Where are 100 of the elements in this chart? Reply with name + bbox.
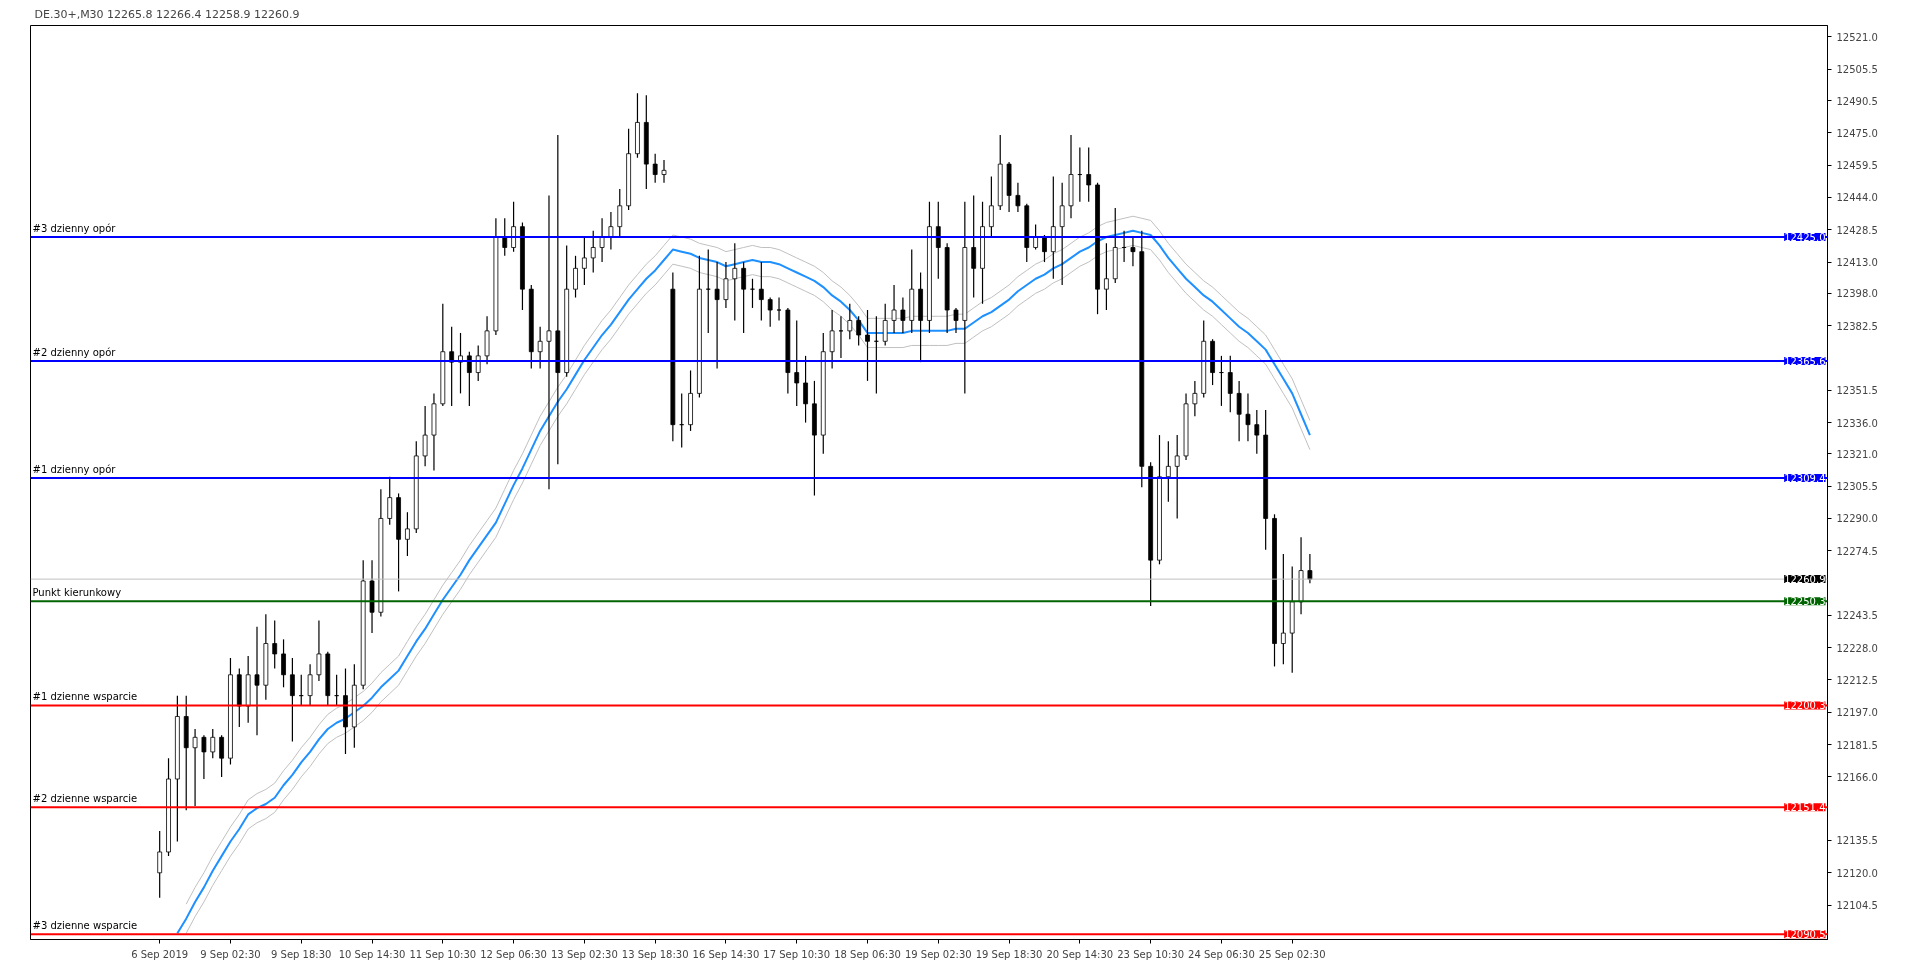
annotation: 12250.3: [1784, 596, 1826, 608]
candlestick: [1130, 236, 1136, 267]
candlestick: [1165, 440, 1171, 503]
x-tick-label: 17 Sep 10:30: [763, 948, 831, 960]
x-tick-label: 9 Sep 02:30: [200, 948, 261, 960]
candlestick: [281, 638, 286, 688]
candlestick: [803, 355, 808, 424]
candlestick: [847, 303, 853, 340]
y-tick-label: 12290.0: [1836, 513, 1878, 525]
y-tick-label: 12104.5: [1836, 900, 1878, 912]
candlestick: [272, 619, 278, 670]
candlestick: [882, 303, 888, 347]
candlestick: [573, 255, 578, 299]
y-tick-label: 12321.0: [1836, 448, 1878, 460]
candlestick: [458, 332, 463, 394]
annotation: 12309.4: [1784, 473, 1826, 485]
candlestick: [405, 511, 410, 557]
y-tick-label: 12336.0: [1836, 417, 1878, 429]
x-tick-label: 19 Sep 02:30: [904, 948, 972, 960]
ref-line-label: #3 dzienne wsparcie: [32, 920, 138, 932]
candlestick: [590, 230, 596, 274]
candlestick: [307, 663, 313, 707]
candlestick: [891, 284, 897, 334]
y-tick-label: 12382.5: [1836, 320, 1878, 332]
candlestick: [475, 344, 481, 382]
candlestick: [661, 159, 667, 184]
y-tick-label: 12413.0: [1836, 257, 1878, 269]
y-tick-label: 12120.0: [1836, 867, 1878, 879]
candlestick: [1192, 380, 1198, 417]
y-tick-label: 12351.5: [1836, 385, 1878, 397]
y-tick-label: 12521.0: [1836, 31, 1878, 43]
candlestick: [758, 261, 764, 322]
candlestick: [953, 307, 959, 334]
candlestick: [856, 315, 862, 347]
y-tick-label: 12228.0: [1836, 642, 1878, 654]
annotation: 12425.0: [1784, 232, 1826, 244]
ref-line-label: #1 dzienne wsparcie: [32, 691, 138, 703]
y-tick-label: 12459.5: [1836, 160, 1878, 172]
y-tick-label: 12274.5: [1836, 545, 1878, 557]
y-tick-label: 12475.0: [1836, 127, 1878, 139]
candlestick: [502, 217, 508, 257]
y-tick-label: 12197.0: [1836, 707, 1878, 719]
x-tick-label: 24 Sep 06:30: [1188, 948, 1255, 960]
annotation: 12090.5: [1784, 929, 1826, 941]
candlestick: [988, 176, 994, 238]
ref-line-label: #2 dzienne wsparcie: [32, 793, 138, 805]
x-tick-label: 23 Sep 10:30: [1117, 948, 1185, 960]
candlestick: [1086, 146, 1092, 203]
candlestick: [1104, 242, 1109, 311]
candlestick: [1059, 182, 1065, 286]
candlestick: [608, 211, 614, 251]
candlestick: [1254, 409, 1260, 455]
candlestick: [1033, 223, 1039, 251]
candlestick: [1227, 355, 1233, 413]
annotation: 12260.9: [1784, 574, 1826, 586]
x-tick-label: 16 Sep 14:30: [692, 948, 760, 960]
candlestick: [714, 261, 720, 369]
candlestick: [767, 296, 773, 328]
x-tick-label: 10 Sep 14:30: [338, 948, 406, 960]
ref-line-label: #1 dzienny opór: [32, 464, 117, 476]
candlestick: [210, 728, 216, 759]
y-tick-label: 12212.5: [1836, 674, 1878, 686]
candlestick: [971, 194, 977, 299]
annotation: 12151.4: [1784, 802, 1826, 814]
y-tick-label: 12490.5: [1836, 95, 1878, 107]
y-tick-label: 12398.0: [1836, 288, 1878, 300]
y-tick-label: 12428.5: [1836, 224, 1878, 236]
x-tick-label: 19 Sep 18:30: [975, 948, 1043, 960]
annotation: 12200.3: [1784, 700, 1826, 712]
candlestick: [511, 201, 516, 253]
ref-line-label: #2 dzienny opór: [32, 346, 117, 358]
y-tick-label: 12135.5: [1836, 835, 1878, 847]
x-tick-label: 20 Sep 14:30: [1046, 948, 1114, 960]
candlestick: [157, 830, 163, 899]
candlestick: [1280, 553, 1286, 665]
ref-line-label: #3 dzienny opór: [32, 223, 117, 235]
x-tick-label: 25 Sep 02:30: [1258, 948, 1326, 960]
candlestick: [617, 188, 623, 238]
candlestick: [1307, 553, 1313, 584]
x-tick-label: 12 Sep 06:30: [480, 948, 547, 960]
candlestick: [829, 309, 835, 369]
candlestick: [537, 326, 543, 369]
y-tick-label: 12444.0: [1836, 192, 1878, 204]
y-tick-label: 12181.5: [1836, 739, 1878, 751]
candlestick: [546, 194, 552, 490]
candlestick: [652, 153, 658, 184]
annotation: 12365.6: [1784, 355, 1826, 367]
candlestick: [192, 728, 198, 807]
candlestick: [776, 296, 782, 322]
candlestick: [794, 319, 800, 407]
candlestick: [1174, 434, 1180, 520]
y-tick-label: 12243.5: [1836, 610, 1878, 622]
chart-title: DE.30+,M30 12265.8 12266.4 12258.9 12260.9: [34, 7, 300, 21]
y-tick-label: 12166.0: [1836, 771, 1878, 783]
y-tick-label: 12505.5: [1836, 64, 1878, 76]
x-tick-label: 11 Sep 10:30: [409, 948, 477, 960]
x-tick-label: 9 Sep 18:30: [271, 948, 332, 960]
candlestick: [838, 315, 844, 359]
candlestick: [723, 261, 729, 309]
candlestick: [1236, 380, 1242, 442]
